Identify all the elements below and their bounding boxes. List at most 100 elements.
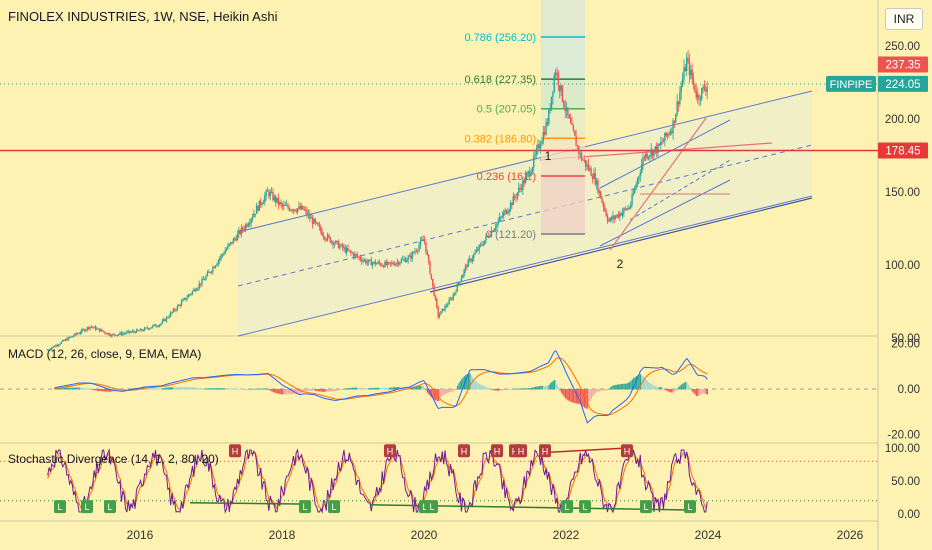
candle-body xyxy=(533,155,535,168)
candle-body xyxy=(141,329,143,331)
candle-body xyxy=(406,260,408,263)
candle-body xyxy=(669,131,672,135)
macd-histogram-bar xyxy=(338,389,340,391)
candle-body xyxy=(417,250,419,252)
macd-histogram-bar xyxy=(388,387,390,390)
candle-body xyxy=(275,196,277,203)
macd-histogram-bar xyxy=(417,385,419,390)
candle-body xyxy=(317,222,319,226)
macd-histogram-bar xyxy=(675,389,677,391)
macd-histogram-bar xyxy=(69,387,71,390)
candle-body xyxy=(500,216,502,218)
candle-body xyxy=(269,192,271,197)
macd-histogram-bar xyxy=(168,387,171,390)
candle-body xyxy=(77,333,79,335)
currency-button[interactable]: INR xyxy=(885,8,923,30)
candle-body xyxy=(421,239,423,241)
macd-histogram-bar xyxy=(706,389,709,395)
candle-body xyxy=(311,217,314,225)
macd-histogram-bar xyxy=(297,389,299,394)
candle-body xyxy=(133,331,135,333)
candle-body xyxy=(55,345,57,347)
stoch-low-marker-label: L xyxy=(582,502,587,512)
candle-body xyxy=(273,196,276,201)
candle-body xyxy=(276,197,278,203)
macd-histogram-bar xyxy=(163,387,165,390)
macd-histogram-bar xyxy=(548,384,550,390)
stoch-low-marker xyxy=(104,500,116,514)
macd-histogram-bar xyxy=(271,389,273,392)
macd-histogram-bar xyxy=(500,389,502,391)
macd-histogram-bar xyxy=(73,387,75,390)
candle-body xyxy=(326,235,329,240)
candle-body xyxy=(56,345,58,347)
candle-body xyxy=(444,305,446,311)
fib-level-label: 0.786 (256.20) xyxy=(464,32,536,44)
stoch-high-marker xyxy=(515,444,527,458)
macd-histogram-bar xyxy=(383,387,385,390)
candle-body xyxy=(251,217,254,220)
candle-body xyxy=(229,241,232,244)
macd-histogram-bar xyxy=(421,385,423,390)
candle-body xyxy=(699,99,702,101)
macd-histogram-bar xyxy=(462,377,464,390)
candle-body xyxy=(587,164,590,170)
macd-histogram-bar xyxy=(391,387,393,390)
candle-body xyxy=(67,337,69,341)
macd-histogram-bar xyxy=(175,387,177,390)
macd-histogram-bar xyxy=(118,389,120,392)
macd-histogram-bar xyxy=(211,388,213,390)
macd-histogram-bar xyxy=(186,387,188,390)
candle-body xyxy=(653,149,655,157)
macd-histogram-bar xyxy=(600,389,602,391)
candle-body xyxy=(156,326,158,328)
macd-histogram-bar xyxy=(174,387,176,390)
candle-body xyxy=(111,334,113,337)
candle-body xyxy=(522,180,524,190)
macd-histogram-bar xyxy=(164,387,166,390)
candle-body xyxy=(172,309,175,313)
macd-histogram-bar xyxy=(284,389,287,395)
macd-histogram-bar xyxy=(601,389,603,391)
candle-body xyxy=(451,298,453,300)
candle-body xyxy=(285,204,288,206)
macd-histogram-bar xyxy=(228,388,231,390)
candle-body xyxy=(432,278,434,286)
candle-body xyxy=(649,155,651,157)
macd-histogram-bar xyxy=(588,389,590,406)
candle-body xyxy=(455,291,457,293)
candle-body xyxy=(482,244,484,246)
macd-line xyxy=(54,350,708,424)
macd-histogram-bar xyxy=(432,389,434,399)
macd-histogram-bar xyxy=(290,389,292,395)
stoch-low-marker-label: L xyxy=(643,502,648,512)
price-tag-high-bg xyxy=(878,56,928,73)
macd-histogram-bar xyxy=(448,389,450,393)
macd-histogram-bar xyxy=(246,389,248,390)
candle-body xyxy=(404,258,407,263)
candle-body xyxy=(281,204,284,207)
candle-body xyxy=(253,213,255,218)
macd-histogram-bar xyxy=(381,387,384,390)
macd-histogram-bar xyxy=(302,389,304,392)
macd-histogram-bar xyxy=(537,386,539,390)
price-axis-tick: 200.00 xyxy=(885,114,920,126)
macd-histogram-bar xyxy=(275,389,277,394)
macd-histogram-bar xyxy=(289,389,291,395)
candle-body xyxy=(120,332,123,335)
candle-body xyxy=(544,131,546,135)
candle-body xyxy=(363,259,366,261)
macd-histogram-bar xyxy=(235,388,237,390)
candle-body xyxy=(556,72,558,74)
candle-body xyxy=(328,235,330,237)
candle-body xyxy=(538,144,540,149)
macd-histogram-bar xyxy=(182,387,184,390)
macd-histogram-bar xyxy=(657,387,659,390)
candle-body xyxy=(295,210,297,212)
stoch-low-marker xyxy=(561,500,573,514)
macd-histogram-bar xyxy=(573,389,575,403)
candle-body xyxy=(459,281,461,284)
candle-body xyxy=(589,168,591,170)
